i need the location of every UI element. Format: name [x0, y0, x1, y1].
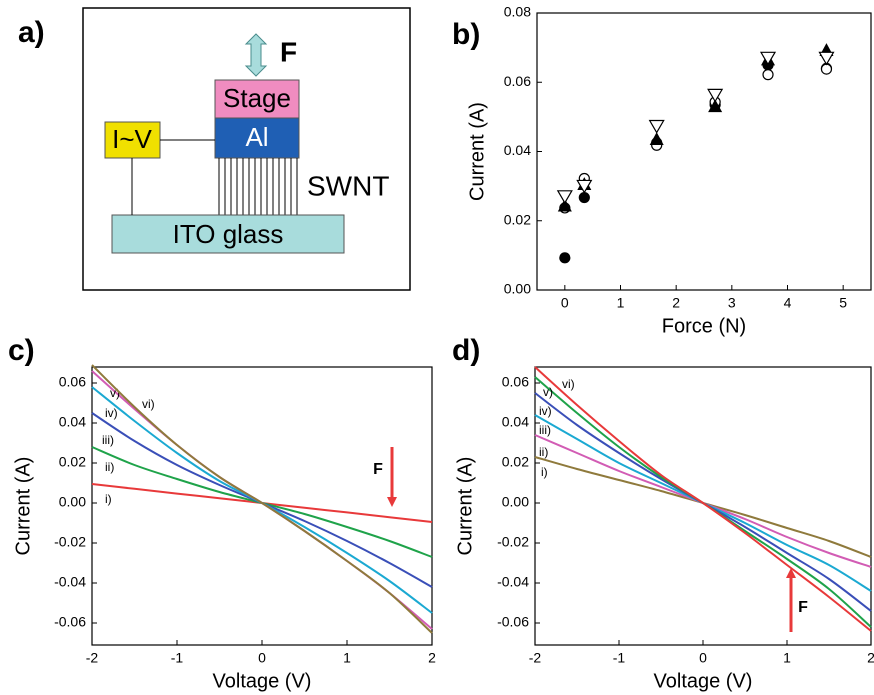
x-tick-label: 1 — [783, 650, 791, 666]
y-tick-label: 0.06 — [59, 374, 86, 390]
y-tick-label: -0.02 — [54, 534, 86, 550]
marker — [556, 190, 573, 205]
source-label: I~V — [112, 124, 152, 154]
x-tick-label: 2 — [867, 650, 874, 666]
y-tick-label: 0.00 — [504, 281, 531, 297]
marker — [649, 132, 664, 145]
series-label: iv) — [539, 404, 552, 418]
y-tick-label: 0.06 — [502, 374, 529, 390]
y-tick-label: 0.04 — [59, 414, 86, 430]
series-label: iii) — [539, 423, 551, 437]
series-label: vi) — [562, 377, 575, 391]
x-tick-label: 3 — [728, 295, 736, 311]
y-tick-label: 0.02 — [59, 454, 86, 470]
y-tick-label: 0.06 — [504, 73, 531, 89]
electrode-label: Al — [245, 122, 268, 152]
nanotube-label: SWNT — [307, 170, 389, 201]
series-label: i) — [105, 492, 112, 506]
panel-label: c) — [8, 334, 35, 367]
series-label: i) — [541, 465, 548, 479]
y-tick-label: -0.04 — [497, 574, 529, 590]
diagram-frame — [82, 7, 411, 291]
marker — [820, 63, 833, 75]
x-tick-label: 1 — [343, 650, 351, 666]
x-tick-label: 5 — [839, 295, 847, 311]
series-label: iii) — [102, 433, 114, 447]
x-tick-label: -1 — [613, 650, 626, 666]
series-label: v) — [543, 385, 553, 399]
x-tick-label: 0 — [258, 650, 266, 666]
panel-label: a) — [18, 16, 45, 49]
chart: c) 0.06 0.04 0.02 0.00 -0.02 -0.04 -0.06 -2 -1 0 1 2… — [8, 334, 436, 692]
x-axis-title: Voltage (V) — [654, 670, 753, 692]
line — [534, 366, 872, 632]
line — [91, 386, 433, 614]
x-tick-label: 0 — [699, 650, 707, 666]
y-tick-label: 0.02 — [504, 211, 531, 227]
marker — [818, 51, 835, 66]
source-box — [104, 121, 161, 159]
chart: b) 0.00 0.02 0.04 0.06 0.08 0 1 2 3 4 5 Force (N) Cur… — [452, 4, 872, 337]
plot-frame — [534, 366, 872, 646]
y-tick-label: -0.04 — [54, 574, 86, 590]
y-tick-label: -0.06 — [497, 614, 529, 630]
series-label: vi) — [142, 397, 155, 411]
line — [91, 364, 433, 634]
x-tick-label: -2 — [529, 650, 542, 666]
nanotubes — [218, 158, 298, 215]
stage-label: Stage — [223, 83, 291, 113]
diagram: a) F Stage Al SWNT ITO glass I~V — [18, 7, 411, 291]
marker — [759, 51, 777, 66]
line — [534, 456, 872, 558]
y-tick-label: 0.00 — [502, 494, 529, 510]
y-tick-label: 0.02 — [502, 454, 529, 470]
force-arrowhead — [786, 568, 796, 578]
substrate-box — [111, 214, 345, 254]
y-tick-label: -0.02 — [497, 534, 529, 550]
x-tick-label: 4 — [784, 295, 792, 311]
y-tick-label: 0.04 — [502, 414, 529, 430]
y-tick-label: 0.08 — [504, 4, 531, 20]
panel-label: b) — [452, 18, 480, 51]
x-tick-label: 2 — [672, 295, 680, 311]
panel-label: d) — [452, 334, 480, 367]
series-label: v) — [110, 386, 120, 400]
marker — [762, 69, 774, 81]
x-tick-label: 1 — [617, 295, 625, 311]
series-label: iv) — [105, 406, 118, 420]
line — [534, 434, 872, 568]
line — [91, 412, 433, 588]
x-tick-label: 0 — [561, 295, 569, 311]
y-axis-title: Current (A) — [466, 102, 488, 201]
marker — [559, 252, 571, 264]
y-tick-label: 0.00 — [59, 494, 86, 510]
force-arrow — [244, 33, 268, 77]
y-axis-title: Current (A) — [454, 457, 476, 556]
x-tick-label: 2 — [428, 650, 436, 666]
y-tick-label: -0.06 — [54, 614, 86, 630]
x-tick-label: -2 — [86, 650, 99, 666]
substrate-label: ITO glass — [173, 219, 284, 249]
marker — [578, 191, 590, 204]
x-tick-label: -1 — [171, 650, 184, 666]
marker — [557, 198, 572, 212]
marker — [648, 119, 665, 134]
y-axis-title: Current (A) — [12, 457, 34, 556]
marker — [707, 88, 724, 103]
series-label: ii) — [539, 445, 548, 459]
chart: d) 0.06 0.04 0.02 0.00 -0.02 -0.04 -0.06 -2 -1 0 1 2… — [452, 334, 874, 692]
force-arrowhead — [387, 497, 397, 507]
y-tick-label: 0.04 — [504, 142, 531, 158]
electrode-box — [214, 117, 300, 159]
force-label: F — [280, 36, 297, 67]
x-axis-title: Voltage (V) — [213, 670, 312, 692]
series-label: ii) — [105, 460, 114, 474]
marker — [708, 99, 723, 113]
annotation: F — [373, 461, 383, 478]
x-axis-title: Force (N) — [662, 315, 746, 337]
marker — [576, 179, 593, 194]
annotation: F — [798, 599, 808, 616]
